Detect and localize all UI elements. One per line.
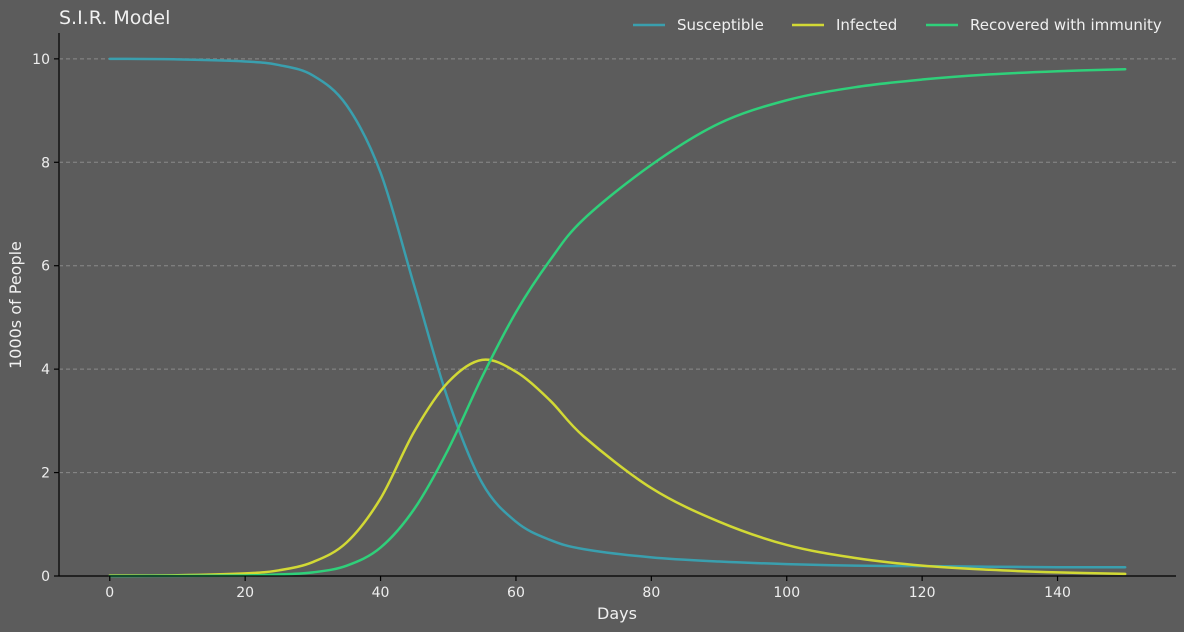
axes: [58, 33, 1176, 577]
x-tick-label: 100: [773, 585, 800, 601]
series-lines: [108, 57, 1127, 578]
y-tick-label: 10: [32, 52, 50, 68]
legend-label: Recovered with immunity: [970, 16, 1162, 34]
x-tick-label: 80: [642, 585, 660, 601]
x-axis-label: Days: [597, 604, 637, 623]
legend: Susceptible Infected Recovered with immuni…: [633, 16, 1162, 34]
y-axis-label: 1000s of People: [6, 241, 25, 369]
series-line-recovered-with-immunity: [108, 67, 1127, 578]
y-tick-label: 2: [41, 466, 50, 482]
x-tick-label: 140: [1044, 585, 1071, 601]
series-line-infected: [108, 358, 1127, 577]
y-ticks: 0 2 4 6 8 10: [32, 52, 59, 585]
grid-lines: [59, 58, 1176, 474]
x-tick-label: 120: [909, 585, 936, 601]
x-tick-label: 0: [105, 585, 114, 601]
legend-label: Susceptible: [677, 16, 764, 34]
y-tick-label: 0: [41, 569, 50, 585]
x-tick-label: 20: [236, 585, 254, 601]
x-tick-label: 40: [372, 585, 390, 601]
series-line-susceptible: [108, 57, 1127, 569]
y-tick-label: 4: [41, 362, 50, 378]
y-tick-label: 8: [41, 155, 50, 171]
y-tick-label: 6: [41, 259, 50, 275]
x-ticks: 0 20 40 60 80 100 120 140: [105, 576, 1071, 601]
chart-title: S.I.R. Model: [59, 7, 170, 29]
x-tick-label: 60: [507, 585, 525, 601]
legend-label: Infected: [836, 16, 897, 34]
